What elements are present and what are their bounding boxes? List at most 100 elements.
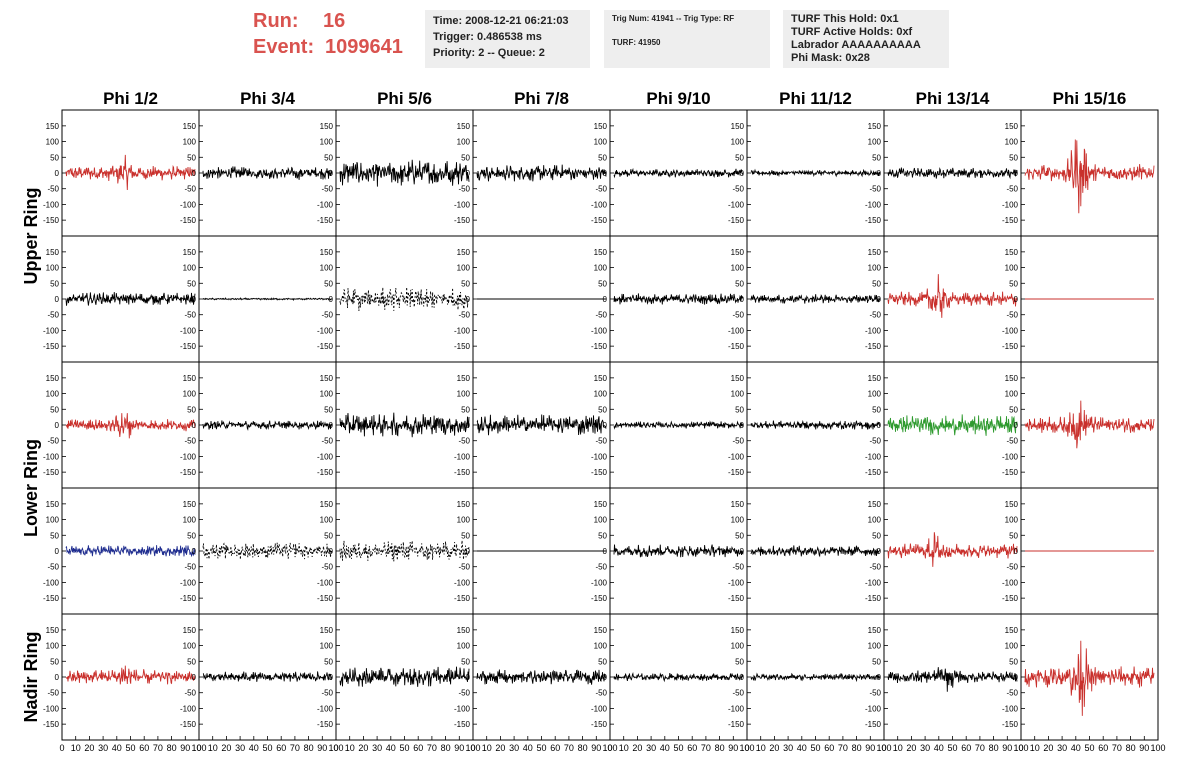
x-tick-label: 80 xyxy=(304,743,314,753)
y-tick-label: 100 xyxy=(183,390,197,399)
y-tick-label: 50 xyxy=(461,153,470,162)
waveform-trace xyxy=(339,666,470,687)
y-tick-label: 50 xyxy=(735,405,744,414)
y-tick-label: -100 xyxy=(180,326,197,335)
y-tick-label: 100 xyxy=(320,642,334,651)
y-tick-label: -100 xyxy=(591,452,608,461)
y-tick-label: -50 xyxy=(321,311,333,320)
y-tick-label: 0 xyxy=(877,169,882,178)
time-line: Time: 2008-12-21 06:21:03 xyxy=(433,15,569,27)
y-tick-label: 150 xyxy=(320,626,334,635)
y-tick-label: -50 xyxy=(1006,563,1018,572)
y-tick-label: -100 xyxy=(728,704,745,713)
y-tick-label: 0 xyxy=(877,421,882,430)
x-tick-label: 70 xyxy=(153,743,163,753)
y-tick-label: 50 xyxy=(187,405,196,414)
x-tick-label: 80 xyxy=(989,743,999,753)
y-tick-label: 150 xyxy=(457,248,471,257)
y-tick-label: -50 xyxy=(321,185,333,194)
y-tick-label: -100 xyxy=(317,200,334,209)
y-tick-label: 150 xyxy=(731,626,745,635)
y-tick-label: 50 xyxy=(872,657,881,666)
y-tick-label: -150 xyxy=(865,594,882,603)
y-tick-label: -150 xyxy=(317,594,334,603)
y-tick-label: -150 xyxy=(1002,216,1019,225)
y-tick-label: -100 xyxy=(865,452,882,461)
y-tick-label: 100 xyxy=(731,138,745,147)
y-tick-label: -100 xyxy=(180,704,197,713)
y-tick-label: 150 xyxy=(183,500,197,509)
y-tick-label: -150 xyxy=(180,720,197,729)
y-tick-label: 0 xyxy=(603,169,608,178)
y-tick-label: 150 xyxy=(46,626,60,635)
row-group-label: Upper Ring xyxy=(21,188,41,285)
x-tick-label: 0 xyxy=(59,743,64,753)
y-tick-label: 150 xyxy=(457,500,471,509)
y-tick-label: -50 xyxy=(1006,185,1018,194)
x-tick-label: 70 xyxy=(838,743,848,753)
waveform-trace xyxy=(65,154,196,191)
x-tick-label: 0 xyxy=(196,743,201,753)
x-tick-label: 30 xyxy=(1057,743,1067,753)
y-tick-label: 150 xyxy=(868,248,882,257)
y-tick-label: -150 xyxy=(454,468,471,477)
run-event-info: Run: 16 Event: 1099641 xyxy=(253,8,403,60)
y-tick-label: -100 xyxy=(728,452,745,461)
y-tick-label: -100 xyxy=(317,452,334,461)
y-tick-label: 0 xyxy=(740,295,745,304)
y-tick-label: 150 xyxy=(1005,626,1019,635)
y-tick-label: 150 xyxy=(594,122,608,131)
x-tick-label: 50 xyxy=(536,743,546,753)
waveform-trace xyxy=(613,544,744,558)
y-tick-label: -50 xyxy=(458,437,470,446)
x-tick-label: 90 xyxy=(180,743,190,753)
y-tick-label: 150 xyxy=(46,374,60,383)
y-tick-label: 100 xyxy=(731,390,745,399)
y-tick-label: 100 xyxy=(457,390,471,399)
y-tick-label: 100 xyxy=(457,264,471,273)
x-tick-label: 30 xyxy=(235,743,245,753)
y-tick-label: 0 xyxy=(603,421,608,430)
y-tick-label: -50 xyxy=(1006,689,1018,698)
y-tick-label: 150 xyxy=(457,122,471,131)
y-tick-label: -50 xyxy=(184,563,196,572)
y-tick-label: -50 xyxy=(47,185,59,194)
y-tick-label: 50 xyxy=(187,657,196,666)
y-tick-label: 100 xyxy=(320,516,334,525)
labrador-line: Labrador AAAAAAAAAA xyxy=(791,39,921,51)
y-tick-label: -50 xyxy=(869,185,881,194)
waveform-trace xyxy=(476,669,607,685)
row-group-label: Lower Ring xyxy=(21,439,41,537)
x-tick-label: 0 xyxy=(607,743,612,753)
y-tick-label: -100 xyxy=(728,200,745,209)
x-tick-label: 80 xyxy=(441,743,451,753)
y-tick-label: 100 xyxy=(183,138,197,147)
waveform-trace xyxy=(750,672,881,683)
x-tick-label: 70 xyxy=(564,743,574,753)
y-tick-label: -50 xyxy=(595,689,607,698)
y-tick-label: 0 xyxy=(55,169,60,178)
y-tick-label: 0 xyxy=(740,421,745,430)
column-header: Phi 9/10 xyxy=(646,89,710,108)
y-tick-label: 150 xyxy=(183,248,197,257)
priority-line: Priority: 2 -- Queue: 2 xyxy=(433,47,545,59)
y-tick-label: 150 xyxy=(868,626,882,635)
y-tick-label: -150 xyxy=(728,720,745,729)
y-tick-label: -150 xyxy=(43,342,60,351)
y-tick-label: 150 xyxy=(868,500,882,509)
column-header: Phi 7/8 xyxy=(514,89,569,108)
y-tick-label: 50 xyxy=(461,405,470,414)
y-tick-label: 100 xyxy=(1005,390,1019,399)
y-tick-label: 0 xyxy=(877,547,882,556)
x-tick-label: 10 xyxy=(482,743,492,753)
y-tick-label: -50 xyxy=(458,311,470,320)
y-tick-label: -50 xyxy=(458,689,470,698)
waveform-trace xyxy=(202,166,333,180)
y-tick-label: -100 xyxy=(865,578,882,587)
y-tick-label: 100 xyxy=(183,642,197,651)
y-tick-label: -150 xyxy=(454,720,471,729)
y-tick-label: -150 xyxy=(454,594,471,603)
waveform-trace xyxy=(65,292,196,306)
y-tick-label: 50 xyxy=(50,279,59,288)
x-tick-label: 60 xyxy=(413,743,423,753)
